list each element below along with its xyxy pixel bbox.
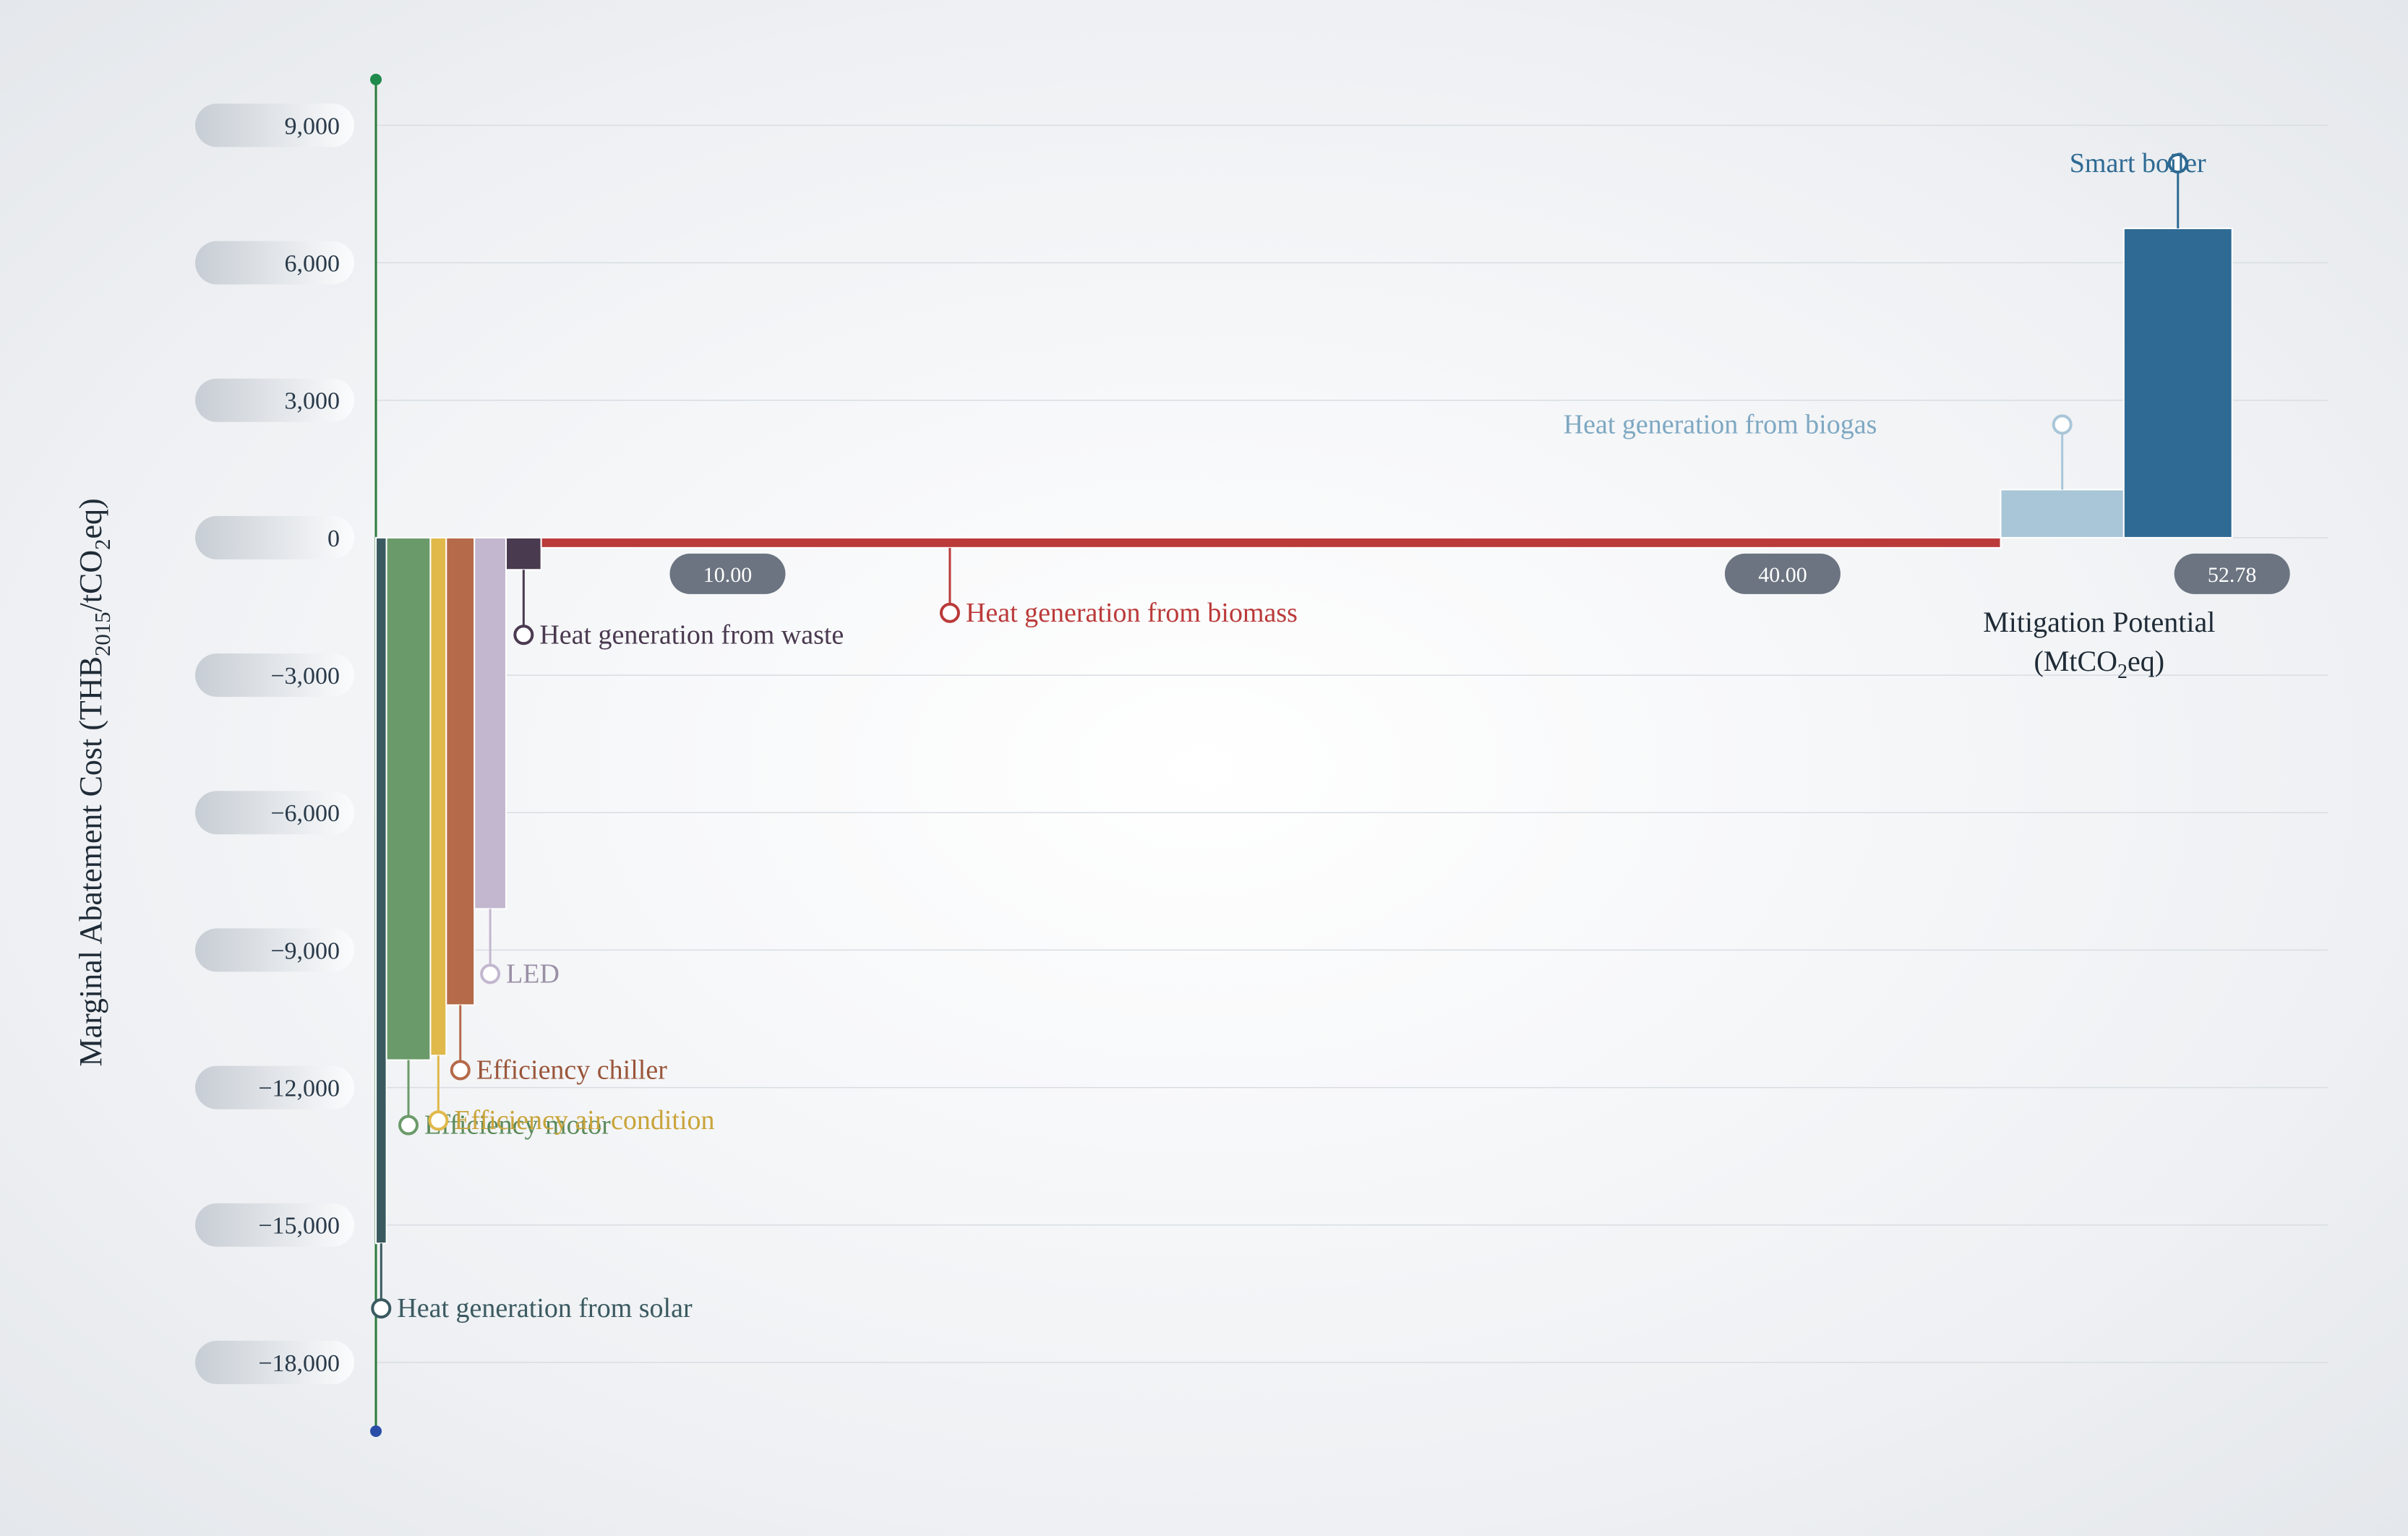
label-marker: [372, 1300, 390, 1317]
x-axis-title-line2: (MtCO2eq): [2034, 645, 2164, 683]
x-axis-title-line1: Mitigation Potential: [1983, 606, 2215, 638]
bar-label: Efficiency chiller: [476, 1055, 667, 1085]
label-marker: [400, 1117, 417, 1134]
svg-text:Marginal Abatement Cost (THB20: Marginal Abatement Cost (THB2015/tCO2eq): [73, 498, 115, 1066]
label-marker: [429, 1112, 447, 1129]
label-marker: [481, 965, 499, 982]
y-tick-label: 9,000: [285, 113, 340, 140]
y-axis-title: Marginal Abatement Cost (THB2015/tCO2eq): [73, 498, 115, 1066]
bar-heat-generation-from-biogas: [2001, 489, 2124, 538]
bar-label: Heat generation from waste: [539, 619, 844, 650]
bar-heat-generation-from-waste: [506, 538, 541, 570]
y-tick-label: 6,000: [285, 251, 340, 278]
macc-chart: Heat generation from solarEfficiency mot…: [0, 0, 2408, 1536]
y-tick-label: −3,000: [270, 663, 340, 690]
y-axis-top-dot: [370, 74, 382, 85]
bar-label: Efficiency air condition: [454, 1105, 714, 1136]
bar-efficiency-air-condition: [430, 538, 446, 1055]
y-tick-label: −6,000: [270, 800, 340, 827]
bar-heat-generation-from-biomass: [541, 538, 2001, 548]
label-marker: [452, 1061, 469, 1078]
y-tick-label: −9,000: [270, 938, 340, 964]
bar-efficiency-motor: [387, 538, 431, 1060]
y-tick-label: −12,000: [258, 1076, 340, 1102]
bar-label: Heat generation from solar: [397, 1293, 693, 1323]
bar-led: [474, 538, 506, 909]
bar-heat-generation-from-solar: [376, 538, 387, 1243]
label-marker: [941, 604, 959, 622]
bar-label: Heat generation from biogas: [1564, 409, 1877, 439]
bar-label: Smart boiler: [2070, 148, 2206, 179]
y-axis-bottom-dot: [370, 1425, 382, 1437]
x-tick-label: 52.78: [2208, 563, 2257, 587]
bar-efficiency-chiller: [446, 538, 474, 1005]
bar-label: LED: [506, 958, 560, 989]
x-tick-label: 40.00: [1758, 563, 1807, 587]
bar-label: Heat generation from biomass: [966, 598, 1298, 628]
y-tick-label: −15,000: [258, 1213, 340, 1240]
y-tick-label: −18,000: [258, 1350, 340, 1377]
y-tick-label: 3,000: [285, 388, 340, 415]
bar-smart-boiler: [2124, 228, 2232, 538]
x-tick-label: 10.00: [703, 563, 753, 587]
label-marker: [2054, 416, 2071, 433]
y-tick-label: 0: [327, 525, 340, 552]
label-marker: [515, 626, 532, 643]
